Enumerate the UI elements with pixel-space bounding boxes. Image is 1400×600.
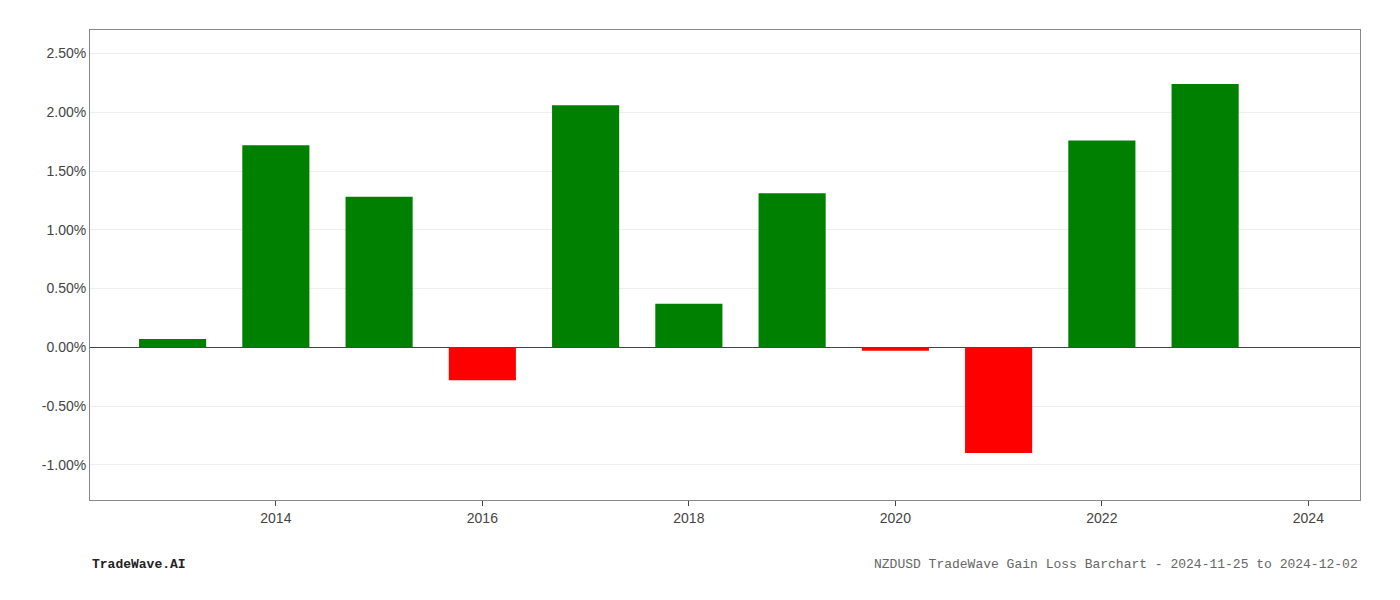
svg-text:0.00%: 0.00% bbox=[46, 339, 86, 355]
svg-text:2018: 2018 bbox=[673, 510, 704, 526]
svg-text:2.00%: 2.00% bbox=[46, 104, 86, 120]
svg-text:NZDUSD TradeWave Gain Loss Bar: NZDUSD TradeWave Gain Loss Barchart - 20… bbox=[874, 557, 1358, 572]
svg-text:2022: 2022 bbox=[1086, 510, 1117, 526]
svg-text:1.00%: 1.00% bbox=[46, 222, 86, 238]
svg-text:0.50%: 0.50% bbox=[46, 280, 86, 296]
svg-text:2016: 2016 bbox=[467, 510, 498, 526]
svg-text:TradeWave.AI: TradeWave.AI bbox=[92, 557, 186, 572]
svg-text:2024: 2024 bbox=[1293, 510, 1324, 526]
svg-text:-0.50%: -0.50% bbox=[42, 398, 86, 414]
svg-text:2014: 2014 bbox=[260, 510, 291, 526]
svg-text:-1.00%: -1.00% bbox=[42, 457, 86, 473]
svg-text:2020: 2020 bbox=[880, 510, 911, 526]
svg-text:2.50%: 2.50% bbox=[46, 45, 86, 61]
svg-text:1.50%: 1.50% bbox=[46, 163, 86, 179]
